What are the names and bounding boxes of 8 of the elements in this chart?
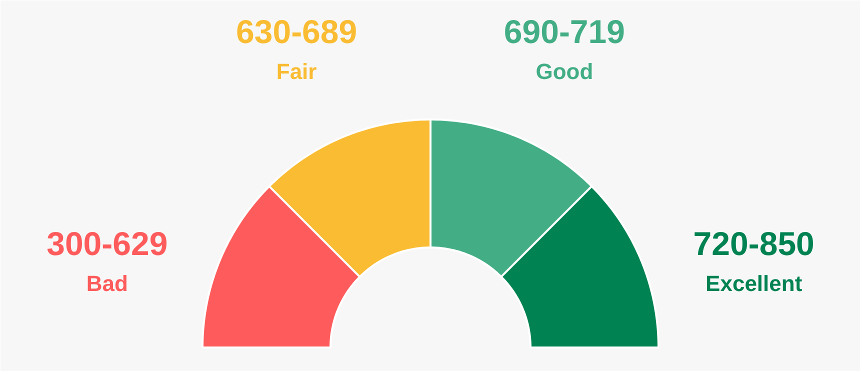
- slice-label: Excellent: [706, 271, 803, 296]
- slice-label: Good: [536, 58, 594, 84]
- data-label: 300-629: [46, 225, 168, 262]
- slice-label: Bad: [86, 271, 128, 296]
- slice-label: Fair: [276, 58, 318, 84]
- data-label: 690-719: [504, 12, 625, 50]
- data-label: 630-689: [236, 12, 358, 50]
- data-label: 720-850: [693, 225, 814, 262]
